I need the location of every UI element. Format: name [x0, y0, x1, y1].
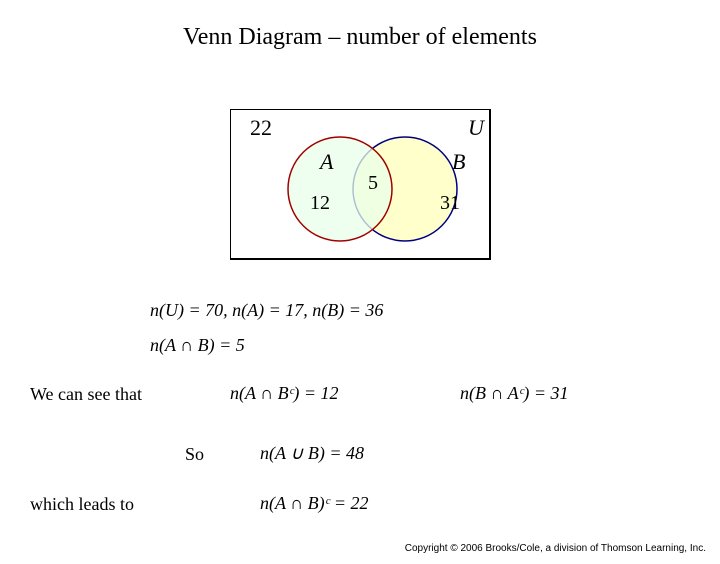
text-we-can-see: We can see that [30, 384, 142, 405]
universe-label: U [468, 115, 486, 140]
page-title: Venn Diagram – number of elements [0, 24, 720, 51]
outside-count: 22 [250, 115, 272, 140]
equation-union: n(A ∪ B) = 48 [260, 442, 364, 464]
venn-diagram: 22 U A B 12 5 31 [230, 109, 500, 274]
copyright: Copyright © 2006 Brooks/Cole, a division… [405, 543, 706, 554]
equation-complement: n(A ∩ B)ᶜ = 22 [260, 492, 369, 514]
equation-b-minus-a: n(B ∩ Aᶜ) = 31 [460, 382, 569, 404]
b-only-count: 31 [440, 192, 460, 214]
equation-cardinalities: n(U) = 70, n(A) = 17, n(B) = 36 [150, 299, 383, 321]
set-b-label: B [452, 149, 465, 174]
set-a-label: A [318, 149, 334, 174]
equation-intersection: n(A ∩ B) = 5 [150, 334, 245, 356]
equation-a-minus-b: n(A ∩ Bᶜ) = 12 [230, 382, 339, 404]
text-so: So [185, 444, 204, 465]
intersection-count: 5 [368, 172, 378, 194]
text-which-leads-to: which leads to [30, 494, 134, 515]
a-only-count: 12 [310, 192, 330, 214]
